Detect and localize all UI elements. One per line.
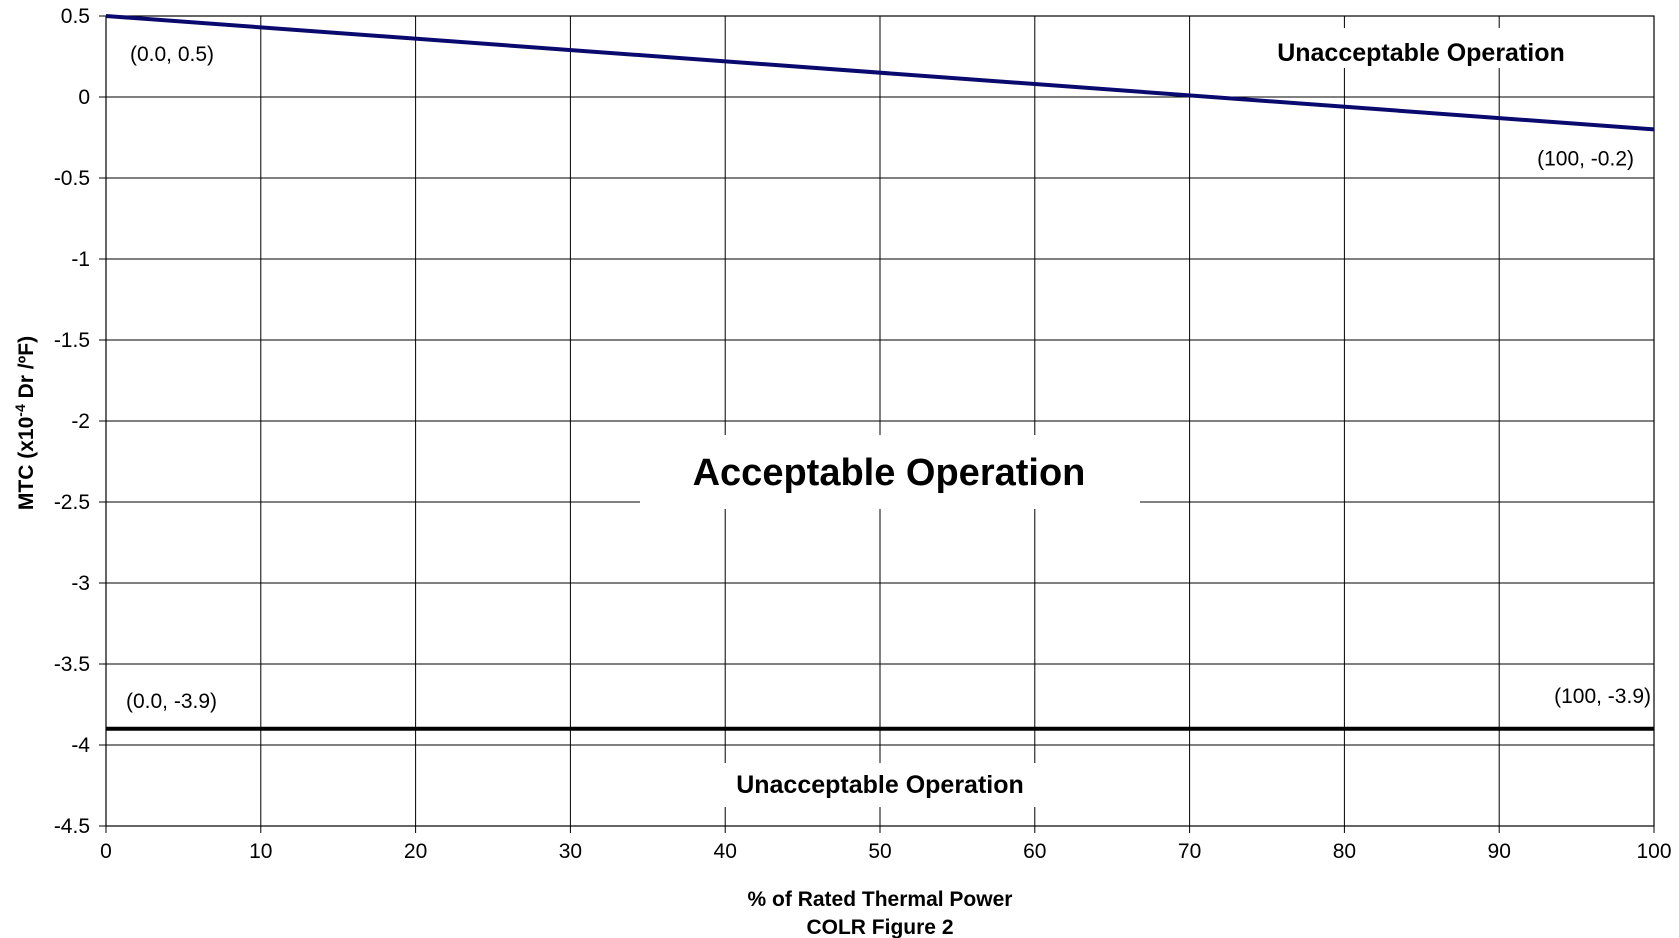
y-axis-label: MTC (x10-4 Dr /ºF) [12, 336, 38, 510]
y-axis-label-exponent: -4 [12, 404, 28, 417]
x-tick-label: 60 [1023, 840, 1046, 863]
x-tick-label: 0 [100, 840, 112, 863]
point-label: (0.0, -3.9) [126, 690, 217, 713]
series-line-1 [105, 14, 1655, 132]
point-labels: (0.0, 0.5) (100, -0.2) (0.0, -3.9) (100, -3… [126, 43, 1651, 713]
y-tick-label: 0 [78, 86, 90, 109]
x-tick-label: 40 [714, 840, 737, 863]
x-tick-label: 90 [1488, 840, 1511, 863]
grid-lines [105, 15, 1655, 827]
y-tick-label: -0.5 [54, 167, 90, 190]
point-label: (100, -3.9) [1554, 685, 1651, 708]
x-tick-label: 80 [1333, 840, 1356, 863]
y-tick-label: 0.5 [61, 5, 90, 28]
region-label-backgrounds [640, 28, 1610, 807]
x-tick-labels: 0 10 20 30 40 50 60 70 80 90 100 [100, 840, 1671, 863]
region-label-unacceptable-lower: Unacceptable Operation [736, 771, 1024, 799]
figure-caption: COLR Figure 2 [806, 916, 953, 938]
y-tick-labels: 0.5 0 -0.5 -1 -1.5 -2 -2.5 -3 -3.5 -4 -4.5 [54, 5, 90, 838]
y-axis-label-main: MTC (x10 [15, 417, 38, 510]
y-tick-label: -4.5 [54, 815, 90, 838]
acceptable-label-background [640, 435, 1140, 509]
x-axis-label: % of Rated Thermal Power [748, 888, 1013, 911]
x-tick-label: 70 [1178, 840, 1201, 863]
x-tick-label: 20 [404, 840, 427, 863]
point-label: (0.0, 0.5) [130, 43, 214, 66]
x-tick-label: 30 [559, 840, 582, 863]
y-tick-label: -1.5 [54, 329, 90, 352]
lower-label-background [700, 763, 1060, 807]
region-label-unacceptable-upper: Unacceptable Operation [1277, 39, 1565, 67]
x-tick-label: 10 [249, 840, 272, 863]
y-tick-label: -4 [71, 734, 90, 757]
region-label-acceptable: Acceptable Operation [693, 452, 1086, 494]
y-tick-label: -2.5 [54, 491, 90, 514]
x-tick-label: 50 [868, 840, 891, 863]
y-tick-label: -1 [71, 248, 90, 271]
y-tick-label: -3.5 [54, 653, 90, 676]
y-axis-label-tail: Dr /ºF) [15, 336, 38, 404]
x-tick-label: 100 [1636, 840, 1671, 863]
series-lines [105, 14, 1655, 731]
upper-label-background [1230, 28, 1610, 68]
point-label: (100, -0.2) [1537, 147, 1634, 170]
y-tick-label: -2 [71, 410, 90, 433]
plot-frame [99, 15, 1655, 833]
y-tick-label: -3 [71, 572, 90, 595]
